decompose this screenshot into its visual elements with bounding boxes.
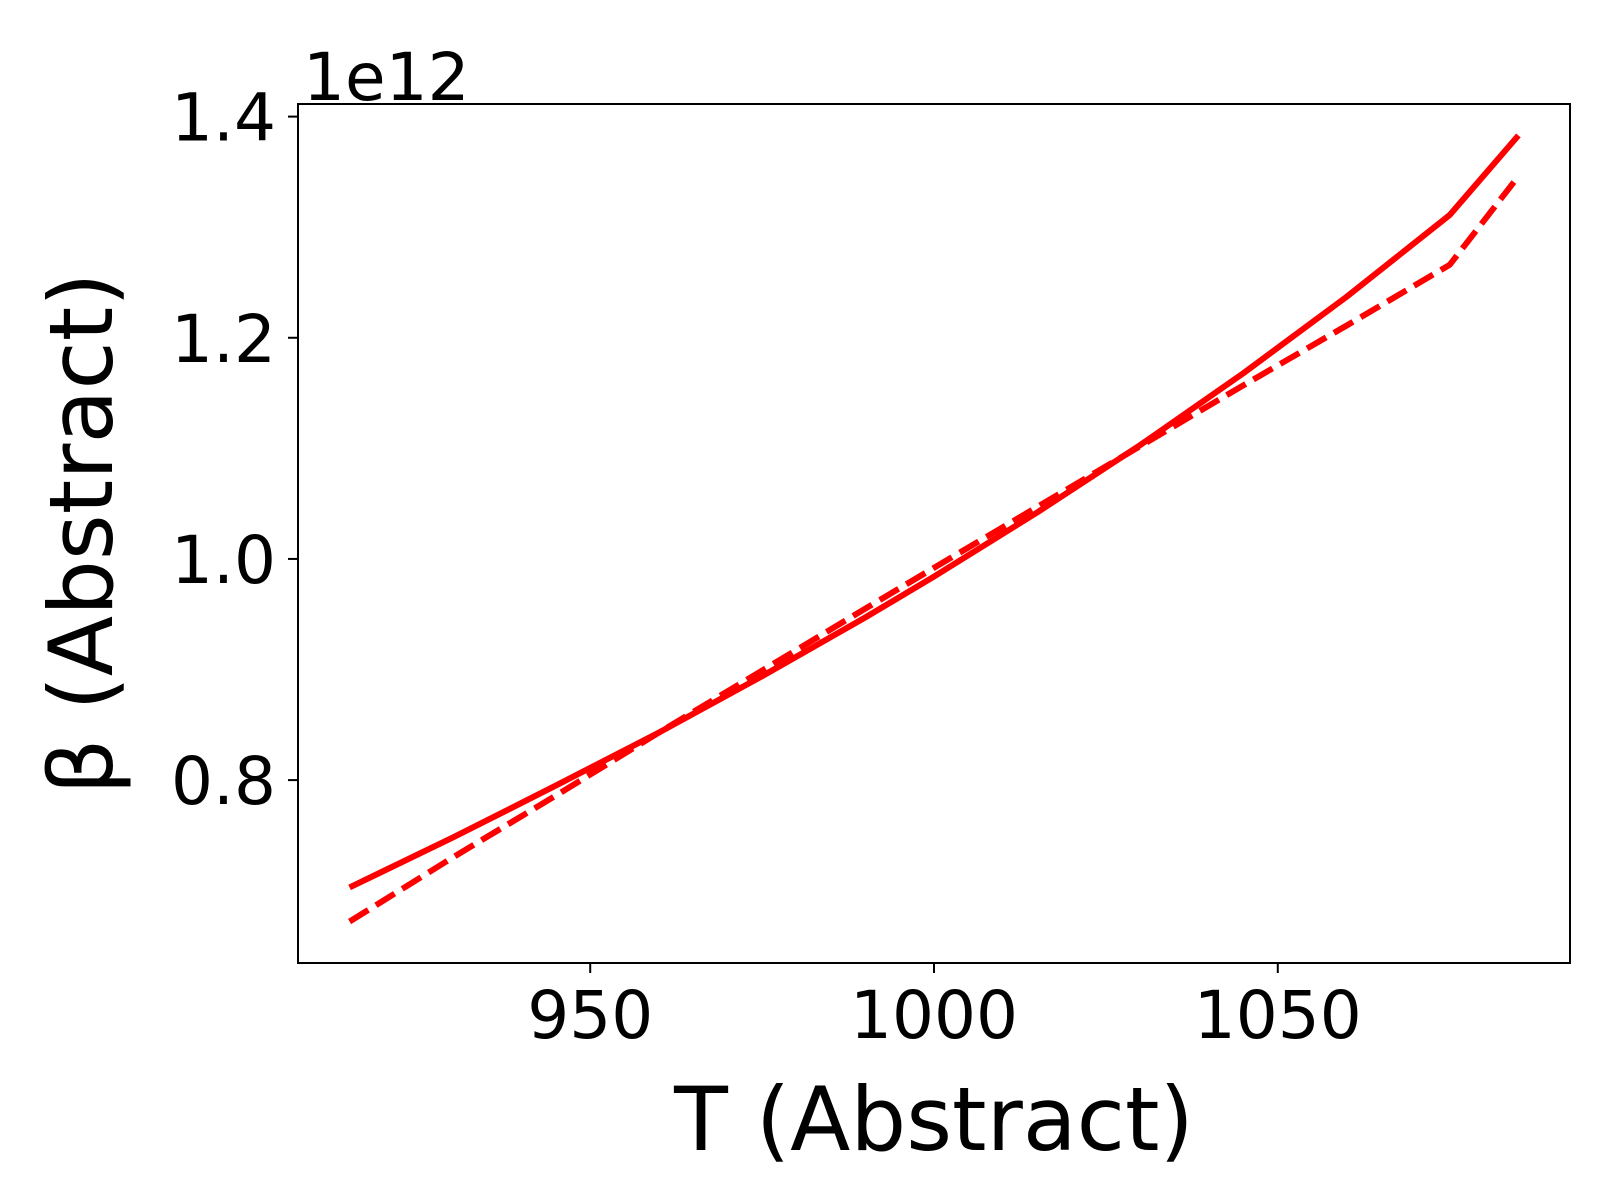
y-axis-label: β (Abstract) — [30, 272, 133, 794]
y-tick-label: 1.2 — [171, 301, 276, 378]
y-tick-label: 0.8 — [171, 743, 276, 820]
x-tick-label: 1050 — [1194, 977, 1362, 1054]
series-layer — [348, 133, 1521, 925]
y-tick-label: 1.0 — [171, 522, 276, 599]
y-tick-label: 1.4 — [171, 80, 276, 157]
series-line-2-dashed — [348, 174, 1521, 925]
x-tick-label: 1000 — [850, 977, 1018, 1054]
y-axis: 0.8 1.0 1.2 1.4 — [171, 80, 298, 820]
y-axis-offset-label: 1e12 — [303, 39, 470, 116]
x-axis-label: T (Abstract) — [673, 1068, 1194, 1171]
series-line-1-solid — [348, 133, 1521, 891]
x-axis: 950 1000 1050 — [527, 963, 1362, 1054]
x-tick-label: 950 — [527, 977, 653, 1054]
